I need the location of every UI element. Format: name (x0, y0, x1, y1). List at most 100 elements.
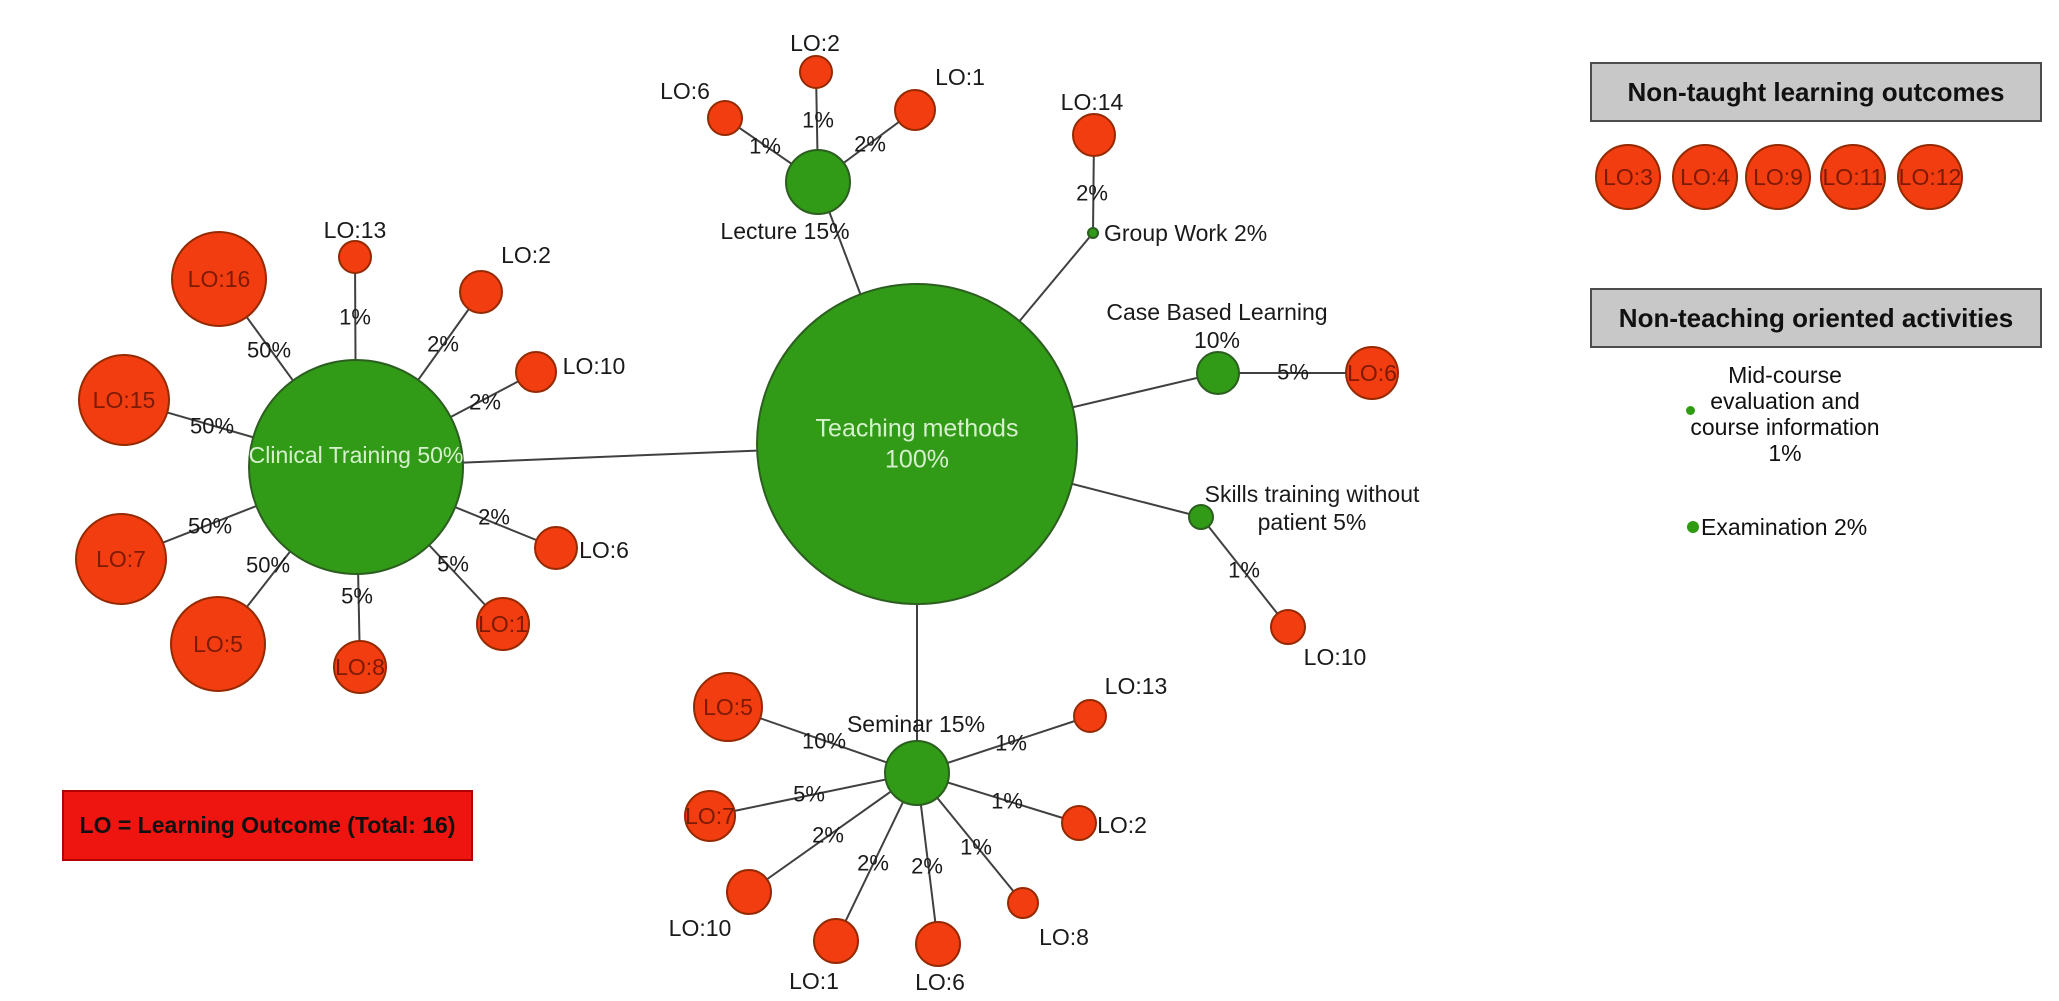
edge-pct-seminar-lo6S: 2% (911, 854, 943, 879)
legend-text: LO = Learning Outcome (Total: 16) (79, 812, 456, 838)
node-label-lo6S: LO:6 (915, 969, 965, 995)
node-label-lo10S: LO:10 (669, 915, 732, 941)
edge-pct-seminar-lo8S: 1% (960, 835, 992, 860)
edge-pct-skills-lo10K: 1% (1228, 558, 1260, 583)
non-taught-lo-circle: LO:4 (1672, 144, 1738, 210)
node-lo8L (333, 640, 387, 694)
edge-pct-lecture-lo2T: 1% (802, 108, 834, 133)
midcourse-note-line: evaluation and (1710, 388, 1860, 414)
edge-pct-clinical-lo5L: 50% (246, 553, 290, 578)
node-label-lo8L: LO:8 (335, 654, 385, 680)
node-label-clinical: Clinical Training 50% (249, 442, 464, 468)
edge-pct-clinical-lo7L: 50% (188, 514, 232, 539)
node-label-lo6T: LO:6 (660, 78, 710, 104)
node-label-lo5S: LO:5 (703, 694, 753, 720)
midcourse-note-line: 1% (1768, 440, 1802, 466)
edge-pct-clinical-lo13L: 1% (339, 305, 371, 330)
edge-pct-seminar-lo13S: 1% (995, 731, 1027, 756)
edge-pct-seminar-lo1S: 2% (857, 851, 889, 876)
node-label-teaching: 100% (885, 446, 949, 474)
node-lo16L (171, 231, 267, 327)
edge-pct-clinical-lo16L: 50% (247, 338, 291, 363)
node-label-skills: patient 5% (1258, 509, 1367, 535)
edge-seminar-lo7S (709, 772, 918, 817)
edge-seminar-lo10S (748, 772, 918, 893)
node-label-lo16L: LO:16 (188, 266, 251, 292)
node-label-lo13L: LO:13 (324, 217, 387, 243)
examination-note: Examination 2% (1701, 514, 1868, 540)
node-teaching (756, 283, 1078, 605)
node-lo7S (684, 790, 736, 842)
node-lo5L (170, 596, 266, 692)
edge-pct-clinical-lo1L: 5% (437, 552, 469, 577)
node-label-cbl: Case Based Learning (1106, 299, 1327, 325)
node-label-lo10K: LO:10 (1304, 644, 1367, 670)
edge-skills-lo10K (1200, 516, 1289, 628)
node-lo8S (1007, 887, 1039, 919)
non-taught-lo-circle: LO:12 (1897, 144, 1963, 210)
node-groupwork (1087, 227, 1099, 239)
node-lo6C (1345, 346, 1399, 400)
midcourse-note-line: course information (1690, 414, 1880, 440)
node-label-seminar: Seminar 15% (847, 711, 985, 737)
node-label-lo2L: LO:2 (501, 242, 551, 268)
node-lo13L (338, 240, 372, 274)
node-label-cbl: 10% (1194, 327, 1240, 353)
midcourse-note: Mid-course evaluation and course informati… (1660, 362, 1910, 466)
edge-pct-lecture-lo6T: 1% (749, 134, 781, 159)
node-lo10S (726, 869, 772, 915)
node-label-lo7L: LO:7 (96, 546, 146, 572)
node-label-lo1T: LO:1 (935, 64, 985, 90)
node-label-lo1L: LO:1 (478, 611, 528, 637)
node-lo6S (915, 921, 961, 967)
node-lo15L (78, 354, 170, 446)
node-label-lo10L: LO:10 (563, 353, 626, 379)
node-clinical (248, 359, 464, 575)
midcourse-dot-icon (1686, 406, 1695, 415)
node-lo2S (1061, 805, 1097, 841)
edge-pct-seminar-lo2S: 1% (991, 789, 1023, 814)
node-lo6T (707, 100, 743, 136)
node-label-lo2S: LO:2 (1097, 812, 1147, 838)
node-lo6L (534, 526, 578, 570)
edge-pct-clinical-lo2L: 2% (427, 332, 459, 357)
node-lo7L (75, 513, 167, 605)
non-taught-lo-circle: LO:3 (1595, 144, 1661, 210)
node-lo10L (515, 351, 557, 393)
node-label-lo14: LO:14 (1061, 89, 1124, 115)
node-lo1L (476, 597, 530, 651)
node-lecture (785, 149, 851, 215)
node-lo1S (813, 918, 859, 964)
edge-pct-seminar-lo10S: 2% (812, 823, 844, 848)
examination-dot-icon (1687, 521, 1699, 533)
node-label-lecture: Lecture 15% (720, 218, 849, 244)
node-label-lo2T: LO:2 (790, 30, 840, 56)
node-label-teaching: Teaching methods (816, 415, 1019, 443)
edge-pct-clinical-lo6L: 2% (478, 505, 510, 530)
node-label-lo7S: LO:7 (685, 803, 735, 829)
legend-box: LO = Learning Outcome (Total: 16) (62, 790, 473, 861)
edge-pct-cbl-lo6C: 5% (1277, 360, 1309, 385)
node-label-lo8S: LO:8 (1039, 924, 1089, 950)
non-teaching-header: Non-teaching oriented activities (1590, 288, 2042, 348)
edge-pct-clinical-lo8L: 5% (341, 584, 373, 609)
midcourse-note-line: Mid-course (1728, 362, 1842, 388)
node-seminar (884, 740, 950, 806)
edge-pct-seminar-lo7S: 5% (793, 782, 825, 807)
edge-pct-seminar-lo5S: 10% (802, 729, 846, 754)
node-label-groupwork: Group Work 2% (1104, 220, 1267, 246)
node-label-skills: Skills training without (1205, 481, 1420, 507)
node-label-lo15L: LO:15 (93, 387, 156, 413)
node-lo1T (894, 89, 936, 131)
node-lo5S (693, 672, 763, 742)
node-label-lo13S: LO:13 (1105, 673, 1168, 699)
edge-pct-clinical-lo10L: 2% (469, 390, 501, 415)
non-taught-lo-circle: LO:9 (1745, 144, 1811, 210)
edge-pct-lecture-lo1T: 2% (854, 132, 886, 157)
edge-pct-clinical-lo15L: 50% (190, 414, 234, 439)
node-label-lo6C: LO:6 (1347, 360, 1397, 386)
node-label-lo1S: LO:1 (789, 968, 839, 994)
node-lo13S (1073, 699, 1107, 733)
